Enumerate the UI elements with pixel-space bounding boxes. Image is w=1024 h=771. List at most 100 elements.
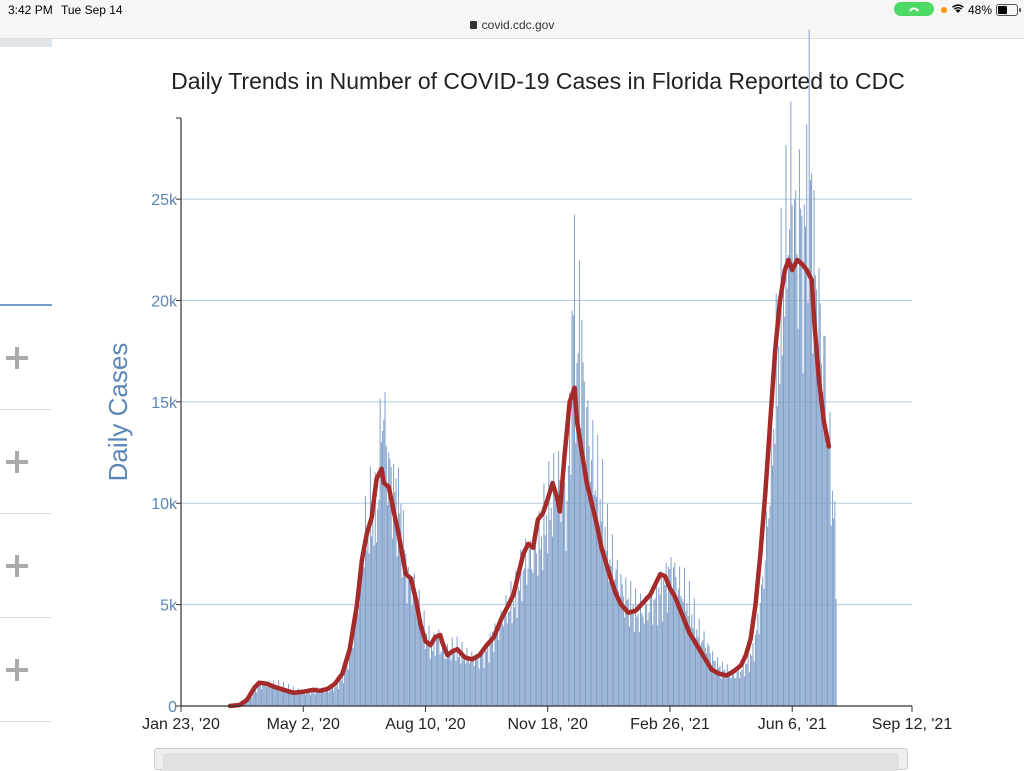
bar (330, 690, 331, 706)
bar (453, 654, 454, 706)
bar (712, 651, 713, 706)
bar (730, 678, 731, 706)
bar (563, 480, 564, 706)
bar (585, 470, 586, 706)
bar (657, 625, 658, 706)
bar (649, 612, 650, 706)
bar (672, 597, 673, 706)
bar (451, 660, 452, 706)
bar (327, 689, 328, 706)
bar (530, 541, 531, 706)
bar (477, 654, 478, 706)
bar (481, 654, 482, 706)
chart-range-scrollbar[interactable] (154, 748, 908, 770)
bar (546, 515, 547, 706)
bar (350, 647, 351, 706)
bar (425, 649, 426, 706)
bar (535, 546, 536, 706)
bar (834, 501, 835, 706)
bar (492, 631, 493, 706)
bar (754, 661, 755, 706)
bar (364, 567, 365, 706)
bar (310, 695, 311, 706)
bar (254, 691, 255, 706)
bar (320, 693, 321, 706)
scrollbar-thumb[interactable] (163, 753, 899, 771)
bar (508, 612, 509, 706)
bar (633, 604, 634, 706)
bar (658, 587, 659, 706)
bar (575, 443, 576, 706)
bar (564, 483, 565, 706)
y-tick-label: 0 (168, 699, 177, 716)
bar (793, 265, 794, 706)
bar (630, 581, 631, 706)
x-tick-label: Nov 18, '20 (508, 716, 589, 733)
bar (694, 599, 695, 706)
bar (597, 435, 598, 706)
bar (760, 603, 761, 706)
bar (784, 317, 785, 706)
bar (443, 649, 444, 706)
y-tick-label: 20k (151, 293, 178, 310)
bar (671, 557, 672, 706)
bar (572, 311, 573, 706)
bar (770, 506, 771, 706)
bar (385, 392, 386, 706)
bar (812, 353, 813, 706)
bar (704, 631, 705, 706)
bar (334, 687, 335, 706)
y-tick-label: 15k (151, 395, 178, 412)
bar (537, 576, 538, 706)
bar (788, 255, 789, 706)
bar (679, 567, 680, 706)
y-axis-label: Daily Cases (103, 343, 133, 482)
bar (331, 688, 332, 706)
bar (260, 682, 261, 706)
bar (487, 641, 488, 706)
bar (519, 591, 520, 706)
bar (612, 534, 613, 706)
bar (288, 684, 289, 706)
bar (353, 648, 354, 706)
bar (803, 373, 804, 706)
x-tick-label: Aug 10, '20 (385, 716, 466, 733)
bar (354, 631, 355, 706)
bar (539, 511, 540, 706)
bar (567, 501, 568, 706)
bar (409, 578, 410, 706)
bar (293, 687, 294, 706)
bar (440, 654, 441, 706)
bar (817, 384, 818, 706)
bar (551, 508, 552, 706)
bar (460, 663, 461, 706)
bar (392, 539, 393, 706)
bar (734, 678, 735, 706)
bar (532, 573, 533, 706)
bar (801, 216, 802, 706)
bar (707, 643, 708, 706)
bar (814, 190, 815, 706)
bar (547, 553, 548, 706)
bar (602, 459, 603, 706)
bar (570, 475, 571, 706)
bar (645, 596, 646, 706)
bar (757, 613, 758, 706)
bar (735, 678, 736, 706)
bar (581, 320, 582, 706)
bar (699, 619, 700, 706)
bar (613, 587, 614, 706)
bar (635, 589, 636, 706)
bar (624, 617, 625, 706)
bar (484, 668, 485, 706)
bar (655, 598, 656, 706)
bar (722, 662, 723, 706)
bar (778, 346, 779, 706)
bar (529, 548, 530, 706)
bar (441, 651, 442, 706)
bar (634, 632, 635, 706)
bar (367, 529, 368, 706)
bar (475, 657, 476, 706)
bar (266, 687, 267, 706)
bar (761, 585, 762, 706)
